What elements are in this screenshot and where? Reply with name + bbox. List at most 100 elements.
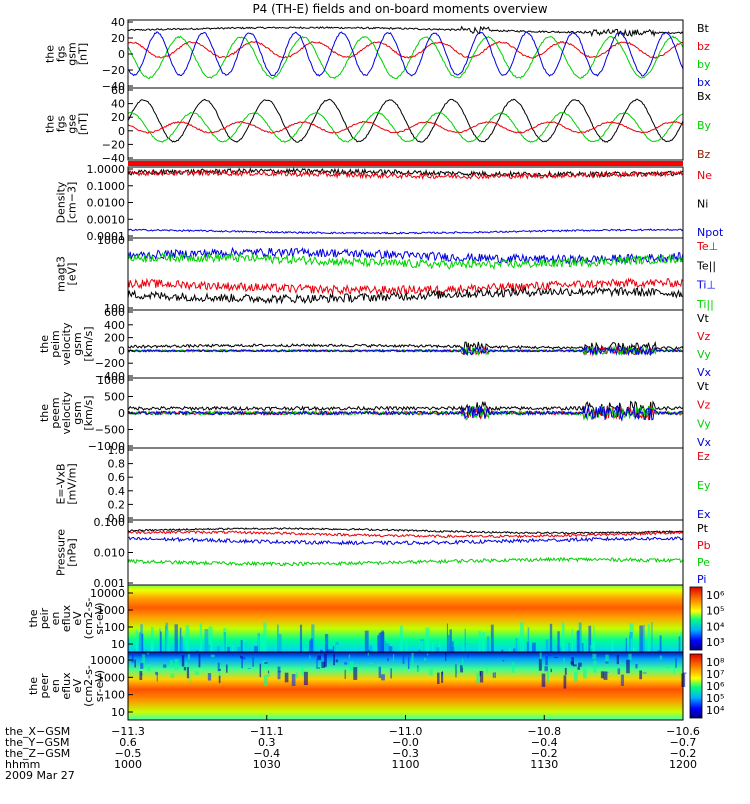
legend-entry-Pb: Pb	[697, 539, 711, 552]
series-line-bx	[128, 32, 683, 76]
y-tick-label: 0.100	[94, 516, 126, 529]
y-tick-label: −500	[95, 424, 125, 437]
ephemeris-value: 1000	[114, 758, 142, 771]
spectrogram-stripe	[248, 668, 251, 669]
spectrogram-stripe	[449, 629, 451, 652]
spectrogram-stripe	[626, 660, 630, 674]
spectrogram-stripe	[619, 663, 622, 664]
spectrogram-stripe	[285, 673, 289, 683]
series-line-Bz	[128, 122, 683, 134]
spectrogram-stripe	[628, 654, 631, 660]
ephemeris-value: 1100	[392, 758, 420, 771]
y-tick-label: 1.0	[108, 444, 126, 457]
spectrogram-stripe	[390, 668, 392, 678]
spectrogram-stripe	[300, 625, 302, 652]
spectrogram-stripe	[353, 667, 357, 680]
spectrogram-stripe	[601, 671, 604, 678]
spectrogram-stripe	[264, 662, 267, 663]
spectrogram-stripe	[639, 670, 642, 679]
spectrogram-stripe	[175, 659, 179, 670]
y-tick-label: 600	[104, 306, 125, 319]
legend-entry-by: by	[697, 58, 711, 71]
legend-entry-bz: bz	[697, 40, 710, 53]
series-line-Bx	[128, 99, 683, 142]
y-tick-label: 1.0000	[87, 163, 126, 176]
spectrogram-stripe	[626, 638, 627, 652]
spectrogram-stripe	[189, 674, 190, 683]
spectrogram-stripe	[157, 663, 158, 664]
spectrogram-stripe	[631, 638, 633, 652]
spectrogram-stripe	[171, 674, 175, 678]
spectrogram-stripe	[577, 667, 579, 670]
y-tick-label: 1000	[97, 234, 125, 247]
spectrogram-stripe	[187, 667, 189, 678]
spectrogram-stripe	[667, 665, 671, 668]
legend-entry-Vz: Vz	[697, 330, 711, 343]
series-line-Pi	[128, 537, 683, 545]
spectrogram-stripe	[263, 622, 266, 652]
spectrogram-stripe	[432, 642, 434, 652]
spectrogram-stripe	[232, 645, 234, 652]
spectrogram-stripe	[268, 671, 269, 674]
spectrogram-stripe	[136, 630, 138, 652]
spectrogram-stripe	[635, 664, 637, 669]
legend-entry-Vt: Vt	[697, 312, 710, 325]
spectrogram-stripe	[182, 637, 184, 652]
y-tick-label: 40	[111, 16, 125, 29]
spectrogram-stripe	[512, 662, 514, 673]
y-tick-label: 0.6	[108, 471, 126, 484]
spectrogram-stripe	[309, 655, 310, 659]
spectrogram-stripe	[417, 668, 420, 670]
spectrogram-stripe	[462, 659, 463, 668]
spectrogram-stripe	[211, 655, 215, 658]
colorbar-tick-label: 10⁴	[706, 704, 725, 717]
spectrogram-stripe	[160, 631, 162, 652]
spectrogram-stripe	[185, 662, 187, 665]
spectrogram-stripe	[605, 661, 608, 663]
spectrogram-stripe	[163, 665, 166, 668]
spectrogram-stripe	[406, 638, 408, 652]
spectrogram-stripe	[296, 672, 298, 678]
spectrogram-stripe	[170, 660, 173, 668]
spectrogram-stripe	[437, 673, 439, 684]
spectrogram-stripe	[260, 664, 261, 677]
spectrogram-stripe	[379, 667, 381, 678]
spectrogram-stripe	[218, 663, 220, 672]
y-tick-label: 0.4	[108, 485, 126, 498]
legend-entry-Vx: Vx	[697, 436, 712, 449]
y-tick-label: 20	[111, 111, 125, 124]
spectrogram-stripe	[571, 661, 574, 664]
spectrogram-stripe	[557, 631, 559, 652]
legend-entry-Ex: Ex	[697, 508, 711, 521]
spectrogram-stripe	[134, 660, 135, 668]
panel-frame	[128, 167, 683, 238]
legend-entry-Bx: Bx	[697, 90, 712, 103]
spectrogram-stripe	[302, 665, 304, 675]
y-tick-label: 40	[111, 98, 125, 111]
legend-entry-Ni: Ni	[697, 198, 708, 211]
y-tick-label: 500	[104, 391, 125, 404]
spectrogram-stripe	[147, 664, 150, 671]
quality-flag-bar	[128, 161, 683, 166]
spectrogram-stripe	[549, 652, 551, 656]
y-tick-label: 20	[111, 32, 125, 45]
spectrogram-stripe	[651, 622, 652, 652]
spectrogram-stripe	[465, 629, 466, 652]
spectrogram-stripe	[365, 631, 369, 652]
spectrogram-stripe	[513, 648, 515, 652]
colorbar-tick-label: 10³	[706, 636, 724, 649]
legend-entry-bx: bx	[697, 76, 711, 89]
spectrogram-stripe	[554, 657, 558, 658]
spectrogram-stripe	[520, 622, 524, 652]
ephemeris-value: 1030	[253, 758, 281, 771]
spectrogram-stripe	[604, 671, 608, 679]
spectrogram-stripe	[162, 652, 165, 653]
spectrogram-stripe	[223, 628, 226, 652]
spectrogram-stripe	[403, 655, 405, 664]
y-tick-label: 100	[104, 689, 125, 702]
spectrogram-stripe	[564, 675, 567, 688]
panel-peer_energy: 10⁸10⁷10⁶10⁵10⁴10000100010010thepeerenef…	[27, 652, 725, 720]
spectrogram-stripe	[304, 648, 308, 652]
legend-entry-Ti||: Ti||	[696, 298, 714, 311]
